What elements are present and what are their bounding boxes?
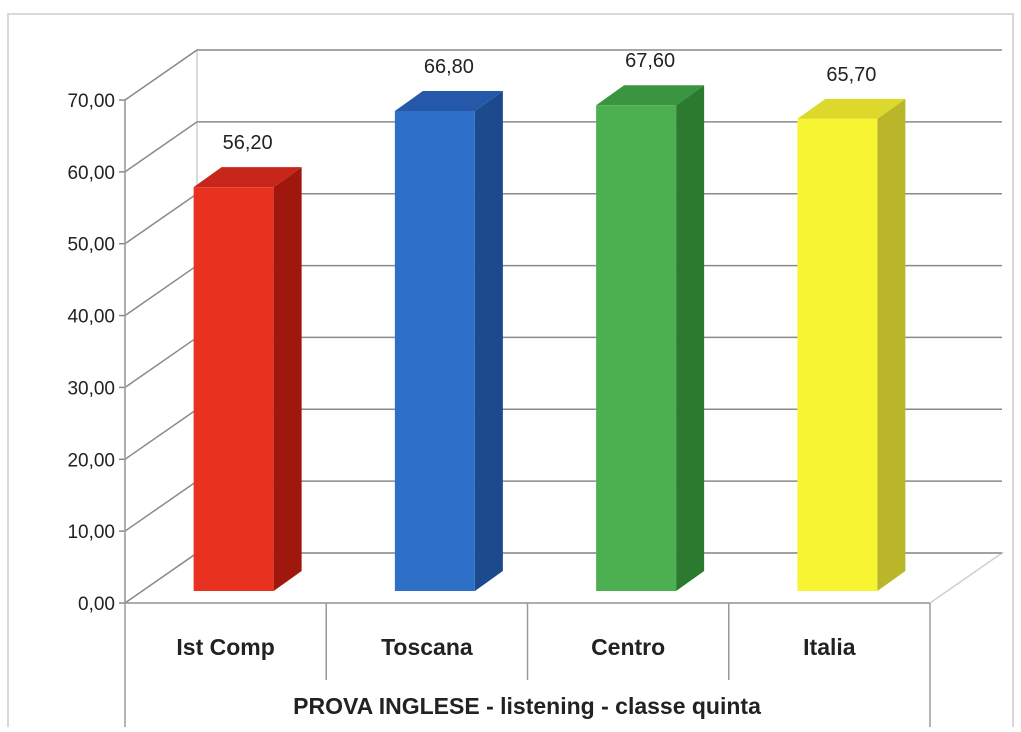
- x-tick-label: Toscana: [381, 634, 473, 660]
- data-label: 65,70: [826, 64, 876, 86]
- y-tick-label: 50,00: [67, 235, 115, 256]
- data-label: 66,80: [424, 56, 474, 78]
- gridline-side: [124, 336, 198, 389]
- data-label: 56,20: [223, 132, 273, 154]
- bar-top: [394, 90, 503, 111]
- bar-front: [193, 187, 274, 592]
- bar-side: [273, 167, 302, 592]
- y-tick-label: 10,00: [67, 522, 115, 543]
- x-tick-label: Italia: [803, 634, 856, 660]
- gridline-side: [124, 193, 198, 245]
- bar-top: [596, 85, 705, 106]
- x-tick-label: Ist Comp: [176, 634, 274, 660]
- y-tick-label: 70,00: [67, 91, 115, 112]
- gridline-side: [124, 264, 198, 317]
- gridline-side: [124, 480, 198, 532]
- gridline-side: [124, 49, 198, 101]
- y-tick-label: 30,00: [67, 378, 115, 399]
- gridline-side: [124, 552, 198, 604]
- bar-side: [474, 90, 503, 591]
- gridline-side: [124, 121, 198, 173]
- x-axis-title: PROVA INGLESE - listening - classe quint…: [293, 693, 761, 719]
- side-wall: [124, 48, 198, 605]
- bar: [797, 98, 906, 592]
- bar: [394, 90, 503, 591]
- y-tick-label: 40,00: [67, 307, 115, 328]
- y-tick-label: 0,00: [78, 594, 115, 615]
- gridline-side: [124, 408, 198, 460]
- bar-top: [797, 98, 906, 119]
- bar-side: [676, 85, 705, 591]
- bars: [193, 85, 906, 592]
- x-axis: Ist Comp Toscana Centro Italia: [124, 602, 931, 727]
- y-tick-label: 60,00: [67, 163, 115, 184]
- bar-top: [193, 167, 302, 188]
- bar-front: [797, 118, 878, 592]
- x-tick-label: Centro: [591, 634, 665, 660]
- bar-front: [394, 110, 475, 591]
- y-axis: 0,00 10,00 20,00 30,00 40,00 50,00 60,00 70,00: [67, 91, 126, 615]
- data-label: 67,60: [625, 50, 675, 72]
- y-tick-label: 20,00: [67, 450, 115, 471]
- bar: [596, 85, 705, 591]
- bar-front: [596, 105, 677, 591]
- bar: [193, 167, 302, 592]
- bar-side: [877, 98, 906, 592]
- data-labels: 56,20 66,80 67,60 65,70: [223, 50, 877, 154]
